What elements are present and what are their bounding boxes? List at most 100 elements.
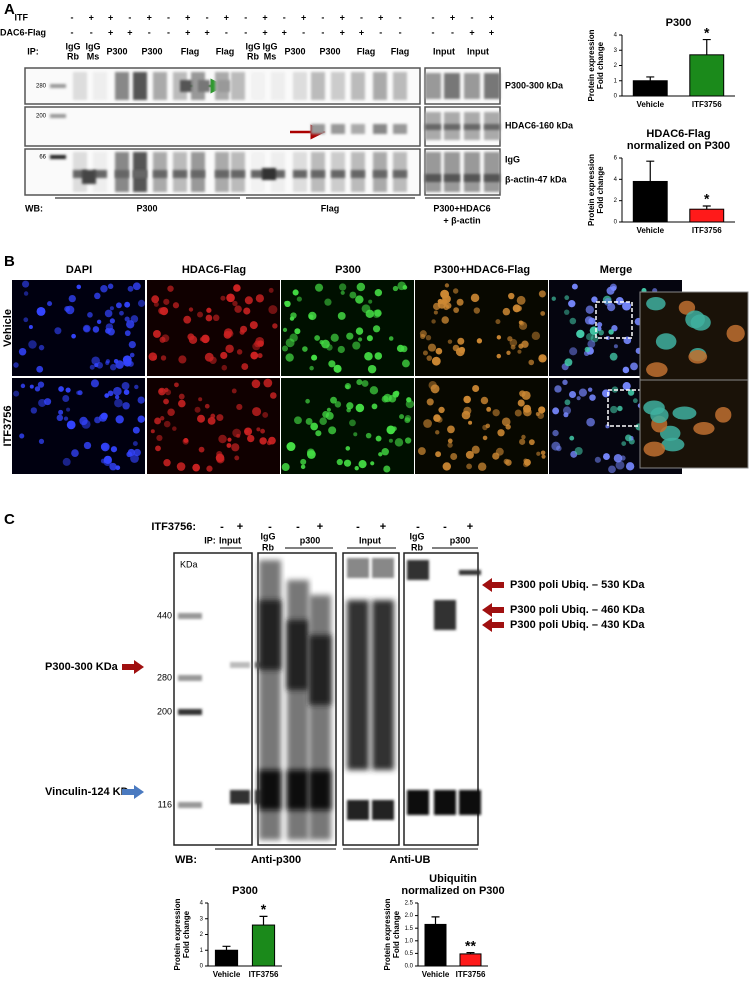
bar [689, 54, 725, 97]
cell [104, 393, 109, 398]
ip-lane: Input [467, 46, 489, 56]
cell [107, 283, 114, 290]
column-label: DAPI [66, 264, 92, 276]
sign: + [340, 27, 345, 37]
cell [127, 285, 134, 292]
cell [294, 416, 302, 425]
chart-title: P300 [232, 885, 258, 897]
cell [655, 333, 677, 350]
cell [523, 458, 528, 463]
marker-label: 280 [36, 84, 47, 90]
sign: + [262, 27, 267, 37]
cell [257, 353, 263, 359]
cell [569, 347, 578, 356]
marker-label: 200 [157, 706, 172, 716]
micrograph [281, 280, 414, 376]
cell [330, 396, 337, 404]
cell [178, 355, 187, 364]
cell [502, 307, 511, 316]
cell [563, 412, 569, 418]
sign: - [399, 12, 402, 22]
row-label: ITF3756 [2, 406, 14, 447]
cell [399, 414, 405, 420]
sign: - [148, 27, 151, 37]
cell [38, 438, 45, 445]
cell [463, 395, 471, 404]
blot-band [464, 73, 480, 99]
blot-band [293, 72, 307, 100]
cell [625, 462, 635, 471]
cell [268, 287, 274, 293]
cell [225, 344, 234, 354]
ip-lane: P300 [319, 46, 340, 56]
y-tick-label: 3 [614, 48, 618, 54]
x-tick-label: Vehicle [636, 226, 664, 235]
cell [100, 285, 108, 293]
cell [233, 284, 241, 292]
cell [199, 337, 205, 342]
cell [417, 447, 426, 455]
cell [470, 293, 480, 303]
cell [13, 390, 20, 397]
y-tick-label: 1.5 [405, 926, 414, 932]
cell [466, 463, 473, 470]
cell [13, 362, 19, 368]
cell [617, 405, 623, 412]
wb-group: Anti-p300 [251, 854, 301, 866]
cell [357, 337, 363, 342]
blot-band [331, 170, 345, 178]
ip-group: IgG [261, 531, 276, 541]
cell [268, 305, 278, 315]
cell [38, 344, 45, 351]
cell [562, 379, 568, 385]
ip-lane: IgG [66, 41, 81, 51]
blot-band [444, 73, 460, 99]
cell [270, 392, 277, 399]
chart-title: HDAC6-Flag [646, 128, 710, 140]
cell [508, 292, 515, 300]
cell [115, 360, 124, 369]
blot-band [393, 72, 407, 100]
y-tick-label: 2 [614, 63, 618, 69]
blot-band [271, 170, 285, 178]
cell [477, 462, 487, 471]
cell [115, 302, 122, 309]
cell [282, 327, 288, 333]
cell [300, 458, 307, 465]
cell [310, 422, 319, 431]
chart-title: P300 [666, 17, 692, 29]
cell [366, 335, 373, 342]
cell [309, 365, 314, 371]
y-tick-label: 4 [200, 901, 204, 907]
cell [194, 406, 201, 413]
cell [210, 413, 216, 419]
cell [343, 459, 352, 467]
cell [603, 453, 610, 461]
cell [167, 408, 175, 417]
cell [83, 441, 92, 450]
error-bar [646, 160, 655, 182]
cell [715, 406, 732, 423]
cell [630, 362, 638, 371]
cell [576, 329, 585, 339]
cell [109, 364, 117, 371]
blot-band [347, 558, 369, 578]
blot-band [259, 600, 281, 670]
cell [587, 387, 593, 392]
cell [337, 311, 346, 320]
cell [263, 378, 273, 388]
blot-band [484, 174, 500, 182]
cell [586, 417, 595, 427]
blot-band [218, 80, 230, 92]
cell [328, 426, 337, 435]
cell [255, 294, 264, 303]
cell [321, 339, 330, 349]
cell [594, 456, 601, 463]
cell [205, 314, 213, 322]
cell [305, 418, 313, 425]
cell [372, 325, 381, 333]
ip-group: Rb [262, 542, 274, 552]
ip-lane: Ms [264, 51, 277, 61]
cell [501, 417, 511, 427]
blot-band [484, 152, 500, 192]
